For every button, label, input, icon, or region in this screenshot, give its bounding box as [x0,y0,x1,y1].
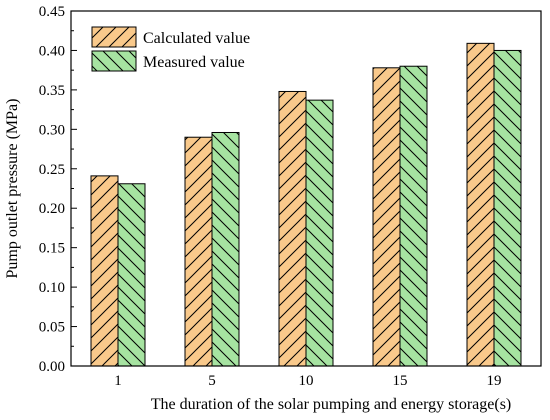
x-axis-title: The duration of the solar pumping and en… [151,396,512,413]
y-tick-label: 0.25 [39,162,65,178]
y-tick-label: 0.35 [39,83,65,99]
legend: Calculated value Measured value [91,26,250,72]
legend-swatch-calculated-hatch [91,26,137,48]
legend-label-measured: Measured value [143,54,245,71]
bars-group [90,42,522,367]
x-tick-label: 10 [299,373,314,389]
bar-measured-hatch [117,183,146,367]
y-axis-title: Pump outlet pressure (MPa) [4,99,21,279]
bar-measured-hatch [211,131,240,367]
y-tick-label: 0.10 [39,280,65,296]
x-tick-label: 15 [393,373,408,389]
bar-calculated-hatch [372,67,401,367]
bar-measured-hatch [399,65,428,367]
x-tick-label: 5 [208,373,216,389]
bar-calculated-hatch [278,90,307,367]
legend-label-calculated: Calculated value [143,30,250,47]
plot-frame [70,10,542,367]
y-axis: 0.00 0.05 0.10 0.15 0.20 0.25 0.30 0.35 0.40 0.45 [39,4,77,375]
bar-calculated-hatch [466,42,495,367]
legend-swatch-measured-hatch [91,50,137,72]
x-tick-label: 19 [487,373,502,389]
y-tick-label: 0.30 [39,122,65,138]
bar-calculated-hatch [90,175,119,367]
y-tick-label: 0.40 [39,43,65,59]
bar-calculated-hatch [184,136,213,367]
y-tick-label: 0.45 [39,4,65,20]
x-tick-label: 1 [114,373,122,389]
y-tick-label: 0.15 [39,241,65,257]
y-tick-label: 0.20 [39,201,65,217]
y-tick-label: 0.05 [39,320,65,336]
bar-measured-hatch [305,99,334,367]
y-tick-label: 0.00 [39,359,65,375]
bar-measured-hatch [493,49,522,367]
x-axis: 1 5 10 15 19 [114,360,502,389]
